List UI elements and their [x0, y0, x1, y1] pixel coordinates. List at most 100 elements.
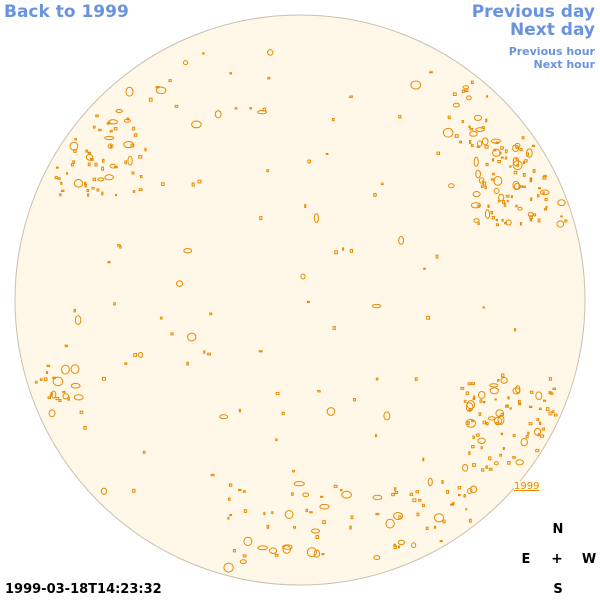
contour-mark [452, 92, 457, 97]
contour-mark [249, 107, 252, 110]
contour-mark [469, 127, 474, 131]
contour-mark [485, 118, 488, 123]
contour-ring [257, 545, 268, 551]
contour-ring [397, 539, 405, 546]
contour-ring [477, 140, 483, 147]
contour-mark [491, 158, 495, 162]
contour-ring [512, 157, 520, 167]
contour-ring [239, 559, 247, 564]
contour-mark [101, 166, 104, 171]
contour-mark [423, 267, 426, 270]
contour-mark [510, 195, 513, 198]
previous-day-link[interactable]: Previous day [471, 2, 595, 22]
contour-mark [109, 144, 113, 149]
contour-mark [291, 492, 294, 496]
contour-ring [393, 512, 404, 520]
contour-mark [101, 191, 104, 196]
contour-mark [375, 377, 379, 381]
next-day-link[interactable]: Next day [510, 20, 595, 40]
contour-ring [534, 427, 542, 436]
contour-mark [526, 152, 529, 157]
year-marker-link[interactable]: 1999 [514, 481, 540, 492]
contour-ring [539, 189, 550, 196]
contour-mark [191, 182, 195, 187]
contour-mark [504, 149, 508, 154]
contour-mark [94, 162, 98, 167]
contour-ring [182, 60, 189, 66]
contour-mark [513, 170, 518, 175]
contour-mark [491, 216, 495, 220]
contour-mark [457, 486, 462, 490]
contour-ring [214, 110, 222, 119]
contour-ring [489, 383, 499, 388]
contour-mark [307, 159, 311, 164]
observation-timestamp: 1999-03-18T14:23:32 [5, 582, 162, 597]
contour-mark [470, 80, 474, 84]
previous-hour-link[interactable]: Previous hour [508, 45, 595, 58]
contour-mark [463, 399, 467, 403]
contour-ring [183, 248, 193, 254]
contour-mark [502, 200, 505, 204]
contour-mark [422, 503, 425, 508]
contour-mark [467, 421, 470, 426]
contour-mark [538, 187, 541, 190]
contour-mark [391, 493, 395, 497]
contour-mark [132, 488, 136, 493]
contour-mark [416, 512, 420, 517]
contour-mark [325, 152, 329, 155]
contour-mark [477, 222, 480, 225]
contour-ring [223, 562, 234, 573]
contour-mark [83, 426, 87, 430]
contour-mark [473, 395, 476, 399]
contour-mark [452, 502, 455, 506]
contour-mark [107, 260, 111, 264]
contour-ring [475, 127, 485, 132]
contour-mark [415, 490, 420, 494]
contour-mark [454, 134, 459, 138]
contour-ring [466, 95, 472, 101]
contour-mark [486, 95, 489, 98]
contour-mark [119, 246, 122, 249]
contour-mark [334, 250, 338, 255]
contour-mark [549, 392, 554, 395]
contour-mark [541, 427, 545, 431]
contour-mark [45, 371, 49, 375]
contour-ring [512, 144, 520, 153]
contour-mark [484, 145, 489, 149]
contour-ring [512, 160, 523, 171]
compass-east: E [521, 552, 531, 567]
contour-mark [471, 382, 475, 385]
contour-ring [497, 414, 505, 425]
contour-mark [126, 117, 130, 121]
contour-mark [529, 215, 533, 220]
solar-disk-circle [14, 14, 586, 586]
contour-mark [509, 165, 512, 168]
contour-mark [470, 144, 474, 148]
contour-mark [481, 468, 485, 472]
contour-ring [493, 461, 499, 466]
contour-ring [371, 303, 382, 309]
next-hour-link[interactable]: Next hour [533, 58, 596, 71]
contour-mark [468, 125, 471, 129]
contour-mark [482, 420, 487, 425]
contour-ring [385, 518, 395, 529]
contour-ring [493, 188, 500, 194]
contour-mark [92, 177, 96, 181]
contour-mark [333, 484, 338, 488]
contour-ring [267, 49, 274, 56]
back-to-year-link[interactable]: Back to 1999 [4, 2, 129, 22]
contour-mark [73, 308, 77, 313]
contour-mark [115, 193, 118, 197]
contour-mark [485, 163, 489, 167]
contour-mark [478, 412, 482, 416]
contour-mark [305, 508, 309, 513]
contour-ring [311, 528, 320, 534]
contour-mark [317, 390, 321, 393]
contour-mark [439, 540, 443, 543]
contour-mark [524, 159, 528, 163]
contour-mark [349, 525, 352, 530]
contour-mark [505, 404, 509, 408]
contour-ring [73, 394, 84, 401]
contour-mark [62, 391, 66, 394]
